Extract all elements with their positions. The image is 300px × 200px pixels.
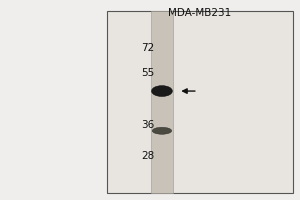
Text: 28: 28	[141, 151, 154, 161]
Bar	[151, 11, 173, 193]
Bar	[107, 11, 293, 193]
Text: 55: 55	[141, 68, 154, 78]
Text: MDA-MB231: MDA-MB231	[168, 8, 231, 18]
Text: 36: 36	[141, 120, 154, 130]
Ellipse shape	[152, 86, 172, 97]
Ellipse shape	[152, 127, 172, 134]
Text: 72: 72	[141, 43, 154, 53]
